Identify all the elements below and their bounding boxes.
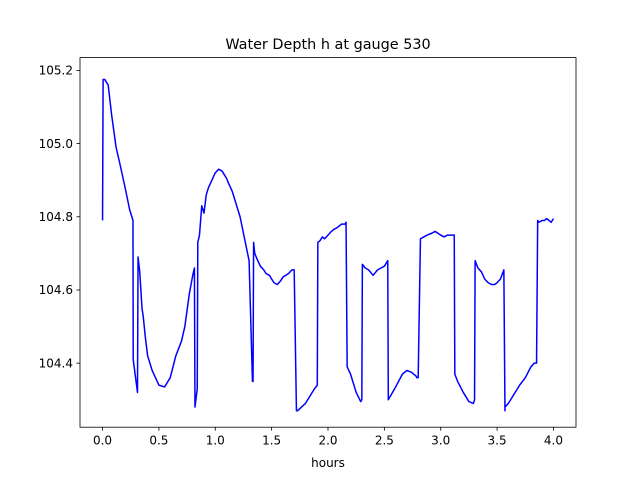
x-tick-label: 0.0 [93,434,112,448]
x-axis: 0.0 0.5 1.0 1.5 2.0 2.5 3.0 3.5 4.0 [93,427,563,448]
x-tick-label: 1.0 [206,434,225,448]
y-tick-label: 104.8 [39,210,73,224]
series-layer [101,78,555,412]
x-tick-label: 3.5 [488,434,507,448]
y-axis: 104.4 104.6 104.8 105.0 105.2 [39,64,80,370]
x-tick-label: 2.5 [375,434,394,448]
y-tick-label: 104.6 [39,283,73,297]
x-tick-label: 1.5 [262,434,281,448]
x-tick-label: 0.5 [149,434,168,448]
x-tick-label: 3.0 [431,434,450,448]
x-tick-label: 2.0 [318,434,337,448]
plot-area [80,57,576,428]
x-axis-label: hours [311,456,345,470]
chart-title: Water Depth h at gauge 530 [225,37,430,53]
y-tick-label: 105.2 [39,64,73,78]
series-line-0 [101,78,555,412]
y-tick-label: 104.4 [39,356,73,370]
y-tick-label: 105.0 [39,137,73,151]
x-tick-label: 4.0 [544,434,563,448]
